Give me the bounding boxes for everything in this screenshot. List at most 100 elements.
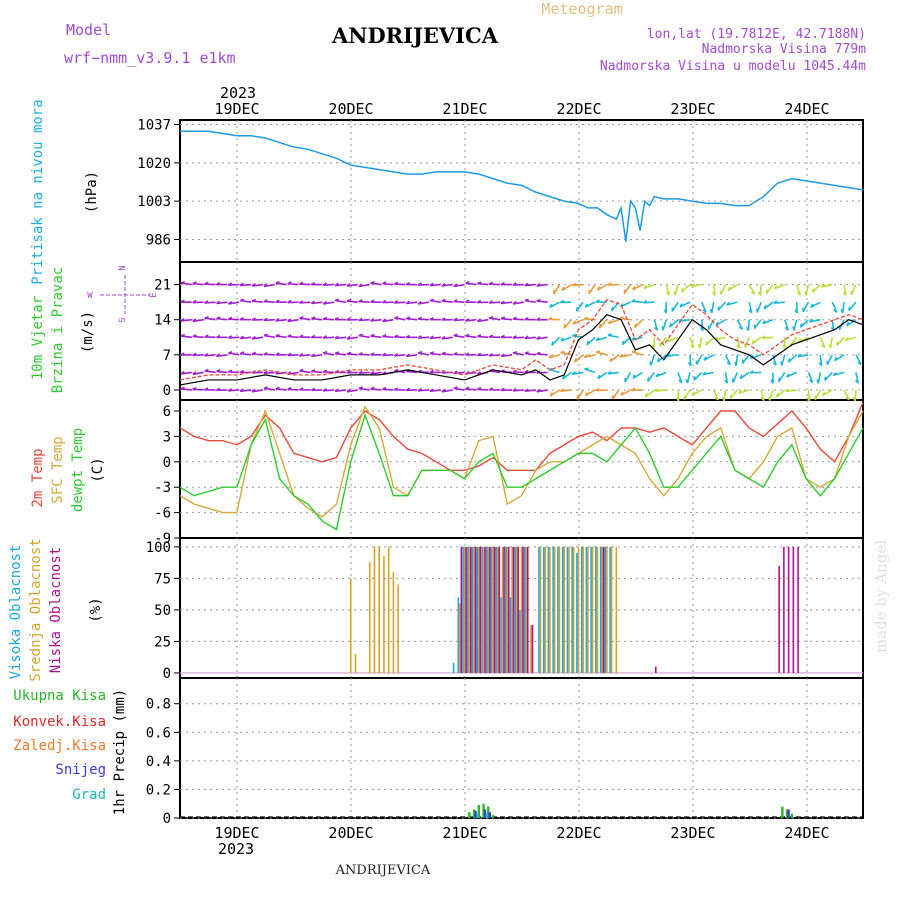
wind-arrow-head (370, 280, 375, 284)
wind-arrow (346, 353, 358, 356)
cloud-ylabel-title3: Niska Oblacnost (48, 547, 64, 673)
x-day-label-bottom: 24DEC (784, 824, 829, 842)
wind-arrow (216, 317, 228, 321)
wind-arrow (251, 353, 264, 356)
wind-arrow-head (596, 286, 601, 291)
wind-arrow (287, 335, 299, 339)
wind-arrow-head (216, 300, 221, 305)
wind-arrow (406, 354, 418, 358)
wind-arrow (263, 387, 275, 391)
wind-arrow (240, 389, 252, 393)
wind-arrow-head (476, 386, 482, 391)
wind-arrow-head (227, 369, 233, 373)
wind-arrow-head (417, 282, 422, 286)
wind-arrow-head (784, 326, 789, 331)
wind-arrow-head (758, 291, 762, 296)
wind-arrow (240, 283, 252, 287)
wind-arrow-head (852, 396, 856, 402)
wind-arrow-head (760, 397, 765, 402)
wind-arrow-head (726, 361, 731, 366)
wind-arrow (585, 389, 596, 397)
wind-arrow (645, 389, 655, 398)
wind-arrow-head (584, 303, 589, 308)
wind-arrow (370, 388, 382, 391)
wind-arrow-head (649, 361, 652, 366)
wind-arrow-head (227, 300, 233, 305)
wind-arrow-head (453, 299, 458, 303)
wind-arrow-head (322, 335, 327, 339)
wind-arrow-head (287, 334, 292, 338)
wind-arrow (358, 283, 370, 288)
wind-arrow-head (768, 396, 771, 401)
wind-arrow (598, 319, 608, 329)
wind-arrow-head (382, 352, 387, 357)
precip-ytick-label: 0.4 (146, 754, 171, 770)
wind-arrow (536, 283, 548, 287)
wind-arrow (584, 368, 596, 374)
wind-arrow (761, 336, 773, 339)
wind-arrow (477, 282, 489, 286)
wind-arrow (180, 282, 192, 286)
wind-arrow-head (741, 359, 744, 364)
temp-2m-line (179, 402, 864, 471)
wind-arrow (623, 284, 632, 295)
wind-arrow (822, 389, 833, 397)
wind-arrow-head (512, 387, 517, 392)
wind-arrow-head (441, 388, 446, 393)
wind-arrow-head (702, 371, 707, 376)
wind-arrow-head (673, 291, 676, 296)
wind-arrow (702, 371, 714, 376)
wind-arrow (572, 371, 584, 376)
wind-arrow (370, 335, 382, 339)
cloud-ylabel-title: Visoka Oblacnost (8, 545, 24, 680)
wind-arrow-head (192, 371, 197, 375)
wind-arrow-head (738, 389, 743, 394)
wind-arrow (429, 389, 441, 393)
wind-arrow-head (846, 321, 850, 327)
wind-arrow (655, 371, 667, 378)
wind-arrow (180, 371, 192, 375)
wind-arrow-head (794, 309, 798, 314)
wind-arrow (275, 388, 287, 391)
wind-arrow (819, 336, 826, 348)
wind-arrow-head (346, 298, 351, 302)
wind-ytick-label: 14 (154, 313, 171, 329)
wind-arrow (453, 300, 465, 303)
wind-arrow-head (275, 333, 280, 337)
precip-ytick-label: 0.8 (146, 697, 171, 713)
temperature-ytick-label: 6 (163, 404, 171, 420)
wind-arrow-head (263, 299, 268, 303)
wind-arrow (712, 284, 716, 296)
wind-arrow (406, 301, 418, 305)
wind-arrow (681, 283, 691, 293)
wind-arrow-head (714, 396, 719, 401)
precip-bar (485, 813, 488, 818)
wind-arrow-head (834, 356, 838, 362)
x-day-label-top: 22DEC (556, 100, 601, 118)
wind-arrow-head (738, 326, 743, 331)
wind-arrow-head (465, 386, 470, 390)
wind-arrow (807, 372, 814, 383)
wind-arrow-head (263, 370, 268, 375)
wind-arrow (775, 389, 786, 398)
wind-arrow (382, 335, 394, 339)
wind-arrow-head (239, 351, 245, 355)
wind-arrow-head (675, 397, 680, 402)
wind-arrow (748, 284, 756, 295)
year-bottom: 2023 (218, 840, 254, 858)
wind-arrow-head (809, 379, 814, 384)
wind-arrow (631, 300, 643, 303)
wind-arrow-head (417, 350, 423, 354)
wind-arrow-head (844, 336, 849, 341)
wind-arrow-head (441, 298, 446, 302)
wind-arrow-head (239, 298, 245, 302)
wind-arrow-head (572, 320, 577, 325)
wind-arrow-head (524, 316, 529, 321)
wind-arrow (263, 300, 275, 303)
wind-arrow (572, 318, 584, 325)
wind-arrow (358, 387, 370, 391)
wind-arrow-head (180, 386, 185, 390)
wind-arrow-head (192, 281, 197, 285)
wind-arrow (228, 389, 240, 392)
wind-arrow (251, 300, 264, 303)
